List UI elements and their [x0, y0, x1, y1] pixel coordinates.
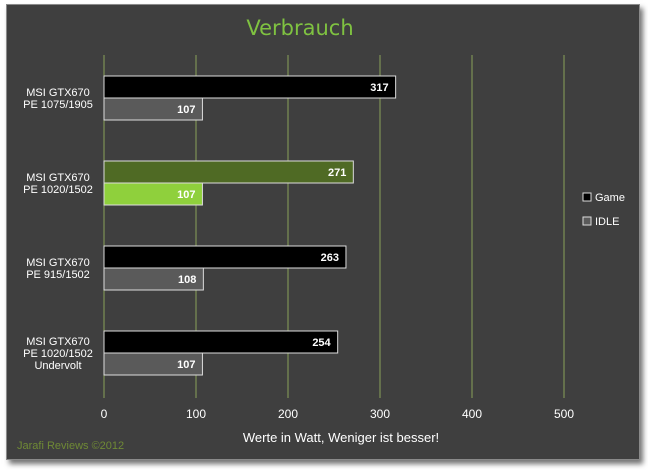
bar-idle-0: [103, 97, 203, 121]
chart-title: Verbrauch: [246, 16, 353, 40]
x-tick-label: 300: [370, 407, 390, 421]
credit-text: Jarafi Reviews ©2012: [17, 440, 124, 452]
chart-frame: Verbrauch 317 107 271 107 263 108 254 107 MSI G…: [6, 4, 640, 460]
legend-swatch-game: [582, 192, 592, 202]
bar-idle-1: [103, 182, 203, 206]
x-axis-label: Werte in Watt, Weniger ist besser!: [243, 430, 439, 445]
data-label: 107: [177, 189, 195, 201]
bar-game-3: [103, 330, 339, 354]
bars: 317 107 271 107 263 108 254 107: [103, 75, 397, 376]
data-label: 271: [328, 167, 346, 179]
category-labels: MSI GTX670 PE 1075/1905 MSI GTX670 PE 1020/…: [23, 87, 93, 372]
bar-idle-2: [103, 267, 204, 291]
data-label: 107: [177, 359, 195, 371]
x-tick-label: 0: [101, 407, 108, 421]
x-tick-label: 100: [186, 407, 206, 421]
legend-label-game: Game: [595, 192, 625, 204]
legend: Game IDLE: [582, 192, 625, 228]
x-tick-label: 400: [462, 407, 482, 421]
chart: Verbrauch 317 107 271 107 263 108 254 107 MSI G…: [17, 16, 625, 452]
data-label: 317: [370, 82, 388, 94]
data-label: 107: [177, 104, 195, 116]
bar-game-0: [103, 75, 397, 99]
legend-swatch-idle: [582, 216, 592, 226]
bar-idle-3: [103, 352, 203, 376]
x-tick-labels: 0 100 200 300 400 500: [101, 407, 575, 421]
category-label: MSI GTX670 PE 1020/1502: [23, 172, 93, 196]
data-label: 108: [178, 274, 196, 286]
data-label: 254: [312, 337, 331, 349]
bar-game-1: [103, 160, 354, 184]
x-tick-label: 500: [554, 407, 574, 421]
category-label: MSI GTX670 PE 1020/1502 Undervolt: [23, 336, 93, 372]
legend-label-idle: IDLE: [595, 216, 619, 228]
x-tick-label: 200: [278, 407, 298, 421]
category-label: MSI GTX670 PE 915/1502: [26, 257, 90, 281]
data-label: 263: [321, 252, 339, 264]
category-label: MSI GTX670 PE 1075/1905: [23, 87, 93, 111]
bar-game-2: [103, 245, 347, 269]
